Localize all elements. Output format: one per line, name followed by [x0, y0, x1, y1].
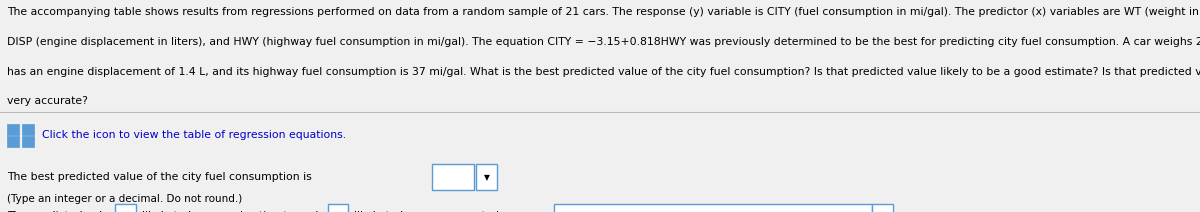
- Text: Click the icon to view the table of regression equations.: Click the icon to view the table of regr…: [42, 130, 346, 141]
- FancyBboxPatch shape: [115, 204, 136, 212]
- Text: The predicted value: The predicted value: [7, 211, 116, 212]
- Text: The accompanying table shows results from regressions performed on data from a r: The accompanying table shows results fro…: [7, 7, 1200, 17]
- Text: ▼: ▼: [484, 173, 490, 181]
- FancyBboxPatch shape: [7, 136, 19, 147]
- FancyBboxPatch shape: [7, 124, 19, 135]
- FancyBboxPatch shape: [476, 164, 497, 190]
- Text: likely to be a good estimate and: likely to be a good estimate and: [142, 211, 318, 212]
- Text: very accurate?: very accurate?: [7, 96, 88, 106]
- FancyBboxPatch shape: [22, 124, 34, 135]
- Text: likely to be very accurate because: likely to be very accurate because: [354, 211, 541, 212]
- FancyBboxPatch shape: [554, 204, 872, 212]
- FancyBboxPatch shape: [872, 204, 893, 212]
- Text: DISP (engine displacement in liters), and HWY (highway fuel consumption in mi/ga: DISP (engine displacement in liters), an…: [7, 37, 1200, 47]
- FancyBboxPatch shape: [432, 164, 474, 190]
- Text: has an engine displacement of 1.4 L, and its highway fuel consumption is 37 mi/g: has an engine displacement of 1.4 L, and…: [7, 67, 1200, 77]
- Text: (Type an integer or a decimal. Do not round.): (Type an integer or a decimal. Do not ro…: [7, 194, 242, 204]
- FancyBboxPatch shape: [22, 136, 34, 147]
- Text: The best predicted value of the city fuel consumption is: The best predicted value of the city fue…: [7, 172, 312, 182]
- FancyBboxPatch shape: [328, 204, 348, 212]
